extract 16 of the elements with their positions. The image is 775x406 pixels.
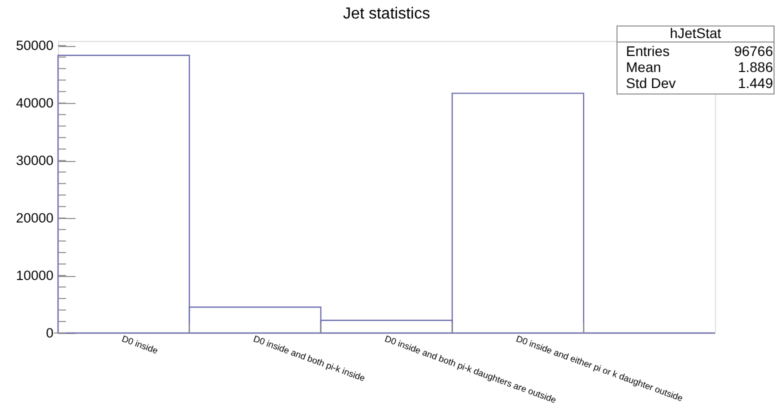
- annotation: Std Dev: [626, 75, 676, 91]
- annotation: Entries: [626, 43, 670, 59]
- y-tick-label: 10000: [16, 268, 54, 284]
- chart-title: Jet statistics: [342, 6, 430, 22]
- text: 1.886: [738, 59, 774, 75]
- x-tick-label: D0 inside and both pi-k inside: [252, 334, 366, 384]
- y-tick-label: 30000: [16, 153, 54, 168]
- y-tick-label: 0: [46, 326, 54, 340]
- y-tick-label: 40000: [16, 96, 54, 111]
- text: hJetStat: [670, 25, 722, 41]
- text: 1.449: [738, 75, 774, 91]
- x-tick-label: D0 inside: [120, 334, 160, 356]
- text: 96766: [734, 43, 774, 59]
- y-tick-label: 20000: [16, 210, 54, 226]
- y-tick-label: 50000: [16, 38, 54, 54]
- annotation: Mean: [626, 59, 662, 75]
